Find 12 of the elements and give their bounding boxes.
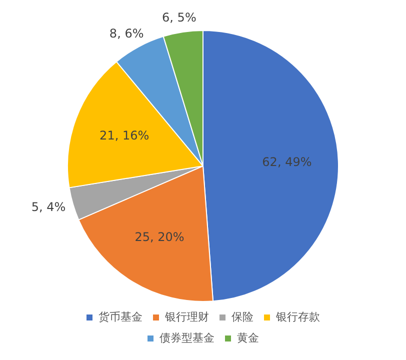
data-label: 5, 4%	[31, 200, 66, 214]
legend-label: 货币基金	[98, 310, 142, 324]
data-label: 62, 49%	[262, 155, 312, 170]
data-label: 6, 5%	[162, 10, 196, 24]
data-label: 8, 6%	[109, 26, 144, 41]
legend-label: 债券型基金	[160, 331, 214, 344]
legend-label: 银行存款	[275, 310, 320, 324]
legend-label: 保险	[232, 310, 254, 324]
data-label: 25, 20%	[134, 230, 184, 244]
data-label: 21, 16%	[100, 128, 150, 143]
legend-label: 银行理财	[164, 310, 209, 324]
legend-label: 黄金	[237, 331, 259, 344]
